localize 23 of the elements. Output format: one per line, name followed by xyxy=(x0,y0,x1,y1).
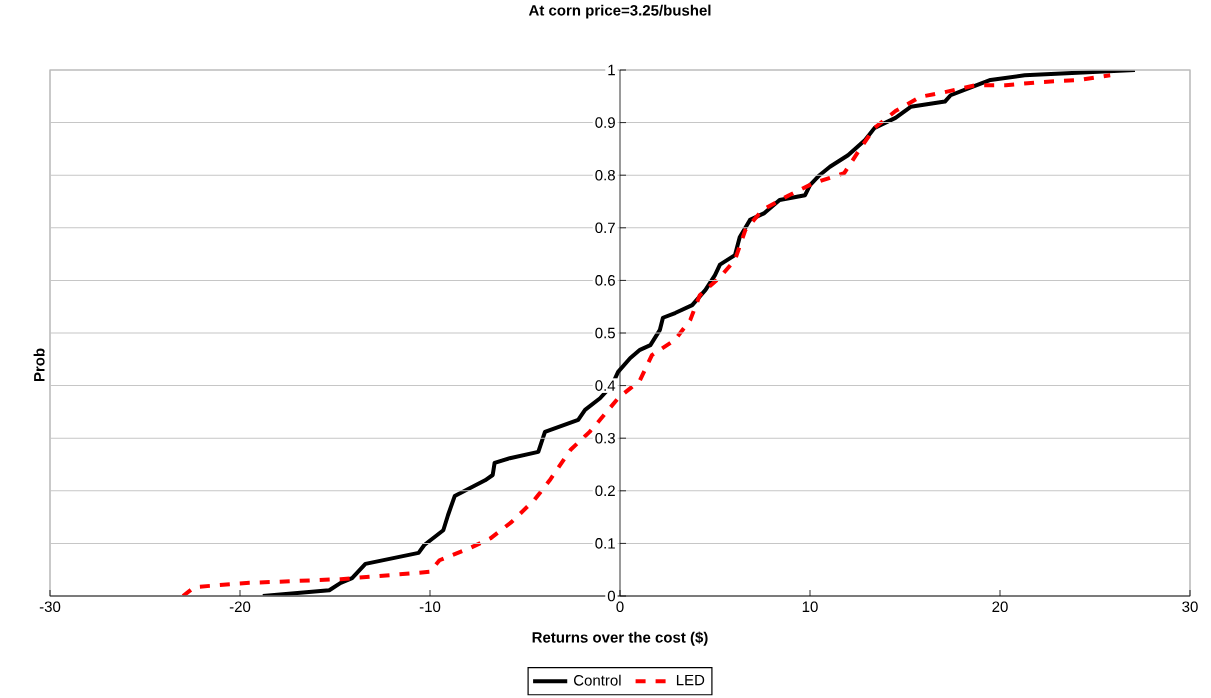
x-tick-label: 0 xyxy=(616,601,624,613)
y-tick-label: 0.8 xyxy=(595,169,615,181)
y-tick-label: 0.4 xyxy=(595,380,616,391)
x-tick-label: -20 xyxy=(229,601,251,613)
y-tick-label: 0.1 xyxy=(595,538,615,549)
y-tick-label: 0.2 xyxy=(595,485,615,497)
x-tick-label: 20 xyxy=(992,601,1008,613)
y-tick-label: 0 xyxy=(607,590,616,602)
chart-title: At corn price=3.25/bushel xyxy=(528,4,711,19)
y-axis-title: Prob xyxy=(33,348,45,382)
x-tick-label: -30 xyxy=(39,601,61,613)
y-tick-label: 0.6 xyxy=(595,275,615,286)
y-tick-label: 0.5 xyxy=(595,327,615,339)
x-tick-label: 30 xyxy=(1182,601,1198,613)
y-tick-label: 1 xyxy=(608,64,615,76)
x-axis-title: Returns over the cost ($) xyxy=(532,631,708,646)
x-tick-label: -10 xyxy=(419,601,441,613)
x-tick-label: 10 xyxy=(802,601,818,613)
y-tick-label: 0.7 xyxy=(595,222,615,234)
y-tick-label: 0.9 xyxy=(595,117,615,128)
y-tick-label: 0.3 xyxy=(595,432,615,444)
legend-label: Control xyxy=(573,674,621,686)
legend-label: LED xyxy=(676,674,705,686)
